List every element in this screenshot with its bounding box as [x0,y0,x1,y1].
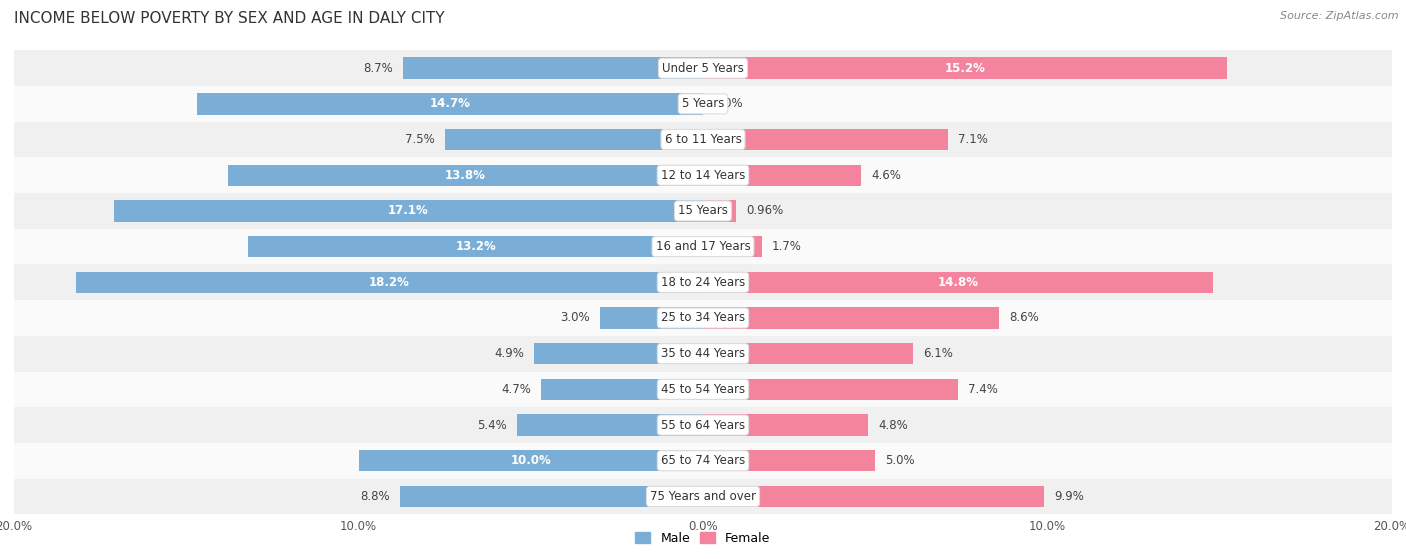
Text: 13.2%: 13.2% [456,240,496,253]
Text: 4.7%: 4.7% [501,383,531,396]
Text: 5 Years: 5 Years [682,97,724,110]
Text: 0.0%: 0.0% [713,97,742,110]
Text: 13.8%: 13.8% [444,169,485,182]
Bar [14,193,1392,229]
Text: 7.1%: 7.1% [957,133,988,146]
Text: 7.4%: 7.4% [969,383,998,396]
Text: 5.0%: 5.0% [886,454,915,467]
Text: 7.5%: 7.5% [405,133,434,146]
Text: 55 to 64 Years: 55 to 64 Years [661,419,745,432]
Text: 8.6%: 8.6% [1010,311,1039,324]
Text: 18.2%: 18.2% [370,276,411,289]
Bar [14,443,1392,479]
Text: 16 and 17 Years: 16 and 17 Years [655,240,751,253]
Text: 14.8%: 14.8% [938,276,979,289]
Text: 15.2%: 15.2% [945,61,986,75]
Bar [703,129,948,150]
Text: 45 to 54 Years: 45 to 54 Years [661,383,745,396]
Bar [14,264,1392,300]
Bar [14,479,1392,514]
Text: INCOME BELOW POVERTY BY SEX AND AGE IN DALY CITY: INCOME BELOW POVERTY BY SEX AND AGE IN D… [14,11,444,26]
Text: 4.6%: 4.6% [872,169,901,182]
Text: 8.7%: 8.7% [363,61,392,75]
Bar [14,50,1392,86]
Bar [703,58,1226,79]
Text: Under 5 Years: Under 5 Years [662,61,744,75]
Bar [517,414,703,436]
Bar [249,236,703,257]
Bar [359,450,703,471]
Text: 75 Years and over: 75 Years and over [650,490,756,503]
Text: 5.4%: 5.4% [477,419,506,432]
Text: Source: ZipAtlas.com: Source: ZipAtlas.com [1281,11,1399,21]
Bar [599,307,703,329]
Bar [197,93,703,115]
Bar [703,378,957,400]
Text: 12 to 14 Years: 12 to 14 Years [661,169,745,182]
Bar [114,200,703,221]
Text: 14.7%: 14.7% [429,97,470,110]
Text: 10.0%: 10.0% [510,454,551,467]
Legend: Male, Female: Male, Female [630,527,776,550]
Bar [703,414,869,436]
Bar [14,336,1392,372]
Text: 3.0%: 3.0% [560,311,589,324]
Bar [404,58,703,79]
Text: 6 to 11 Years: 6 to 11 Years [665,133,741,146]
Bar [703,164,862,186]
Bar [703,272,1213,293]
Text: 17.1%: 17.1% [388,205,429,217]
Text: 35 to 44 Years: 35 to 44 Years [661,347,745,360]
Text: 4.8%: 4.8% [879,419,908,432]
Bar [703,343,912,364]
Bar [14,158,1392,193]
Bar [399,486,703,507]
Bar [534,343,703,364]
Bar [703,486,1045,507]
Text: 65 to 74 Years: 65 to 74 Years [661,454,745,467]
Text: 1.7%: 1.7% [772,240,801,253]
Text: 18 to 24 Years: 18 to 24 Years [661,276,745,289]
Bar [703,450,875,471]
Bar [703,307,1000,329]
Bar [76,272,703,293]
Bar [228,164,703,186]
Bar [14,229,1392,264]
Text: 15 Years: 15 Years [678,205,728,217]
Bar [14,407,1392,443]
Bar [14,122,1392,158]
Bar [541,378,703,400]
Bar [14,86,1392,122]
Bar [14,372,1392,407]
Bar [703,200,737,221]
Text: 4.9%: 4.9% [494,347,524,360]
Text: 8.8%: 8.8% [360,490,389,503]
Bar [14,300,1392,336]
Text: 0.96%: 0.96% [747,205,783,217]
Bar [444,129,703,150]
Bar [703,236,762,257]
Text: 9.9%: 9.9% [1054,490,1084,503]
Text: 25 to 34 Years: 25 to 34 Years [661,311,745,324]
Text: 6.1%: 6.1% [924,347,953,360]
